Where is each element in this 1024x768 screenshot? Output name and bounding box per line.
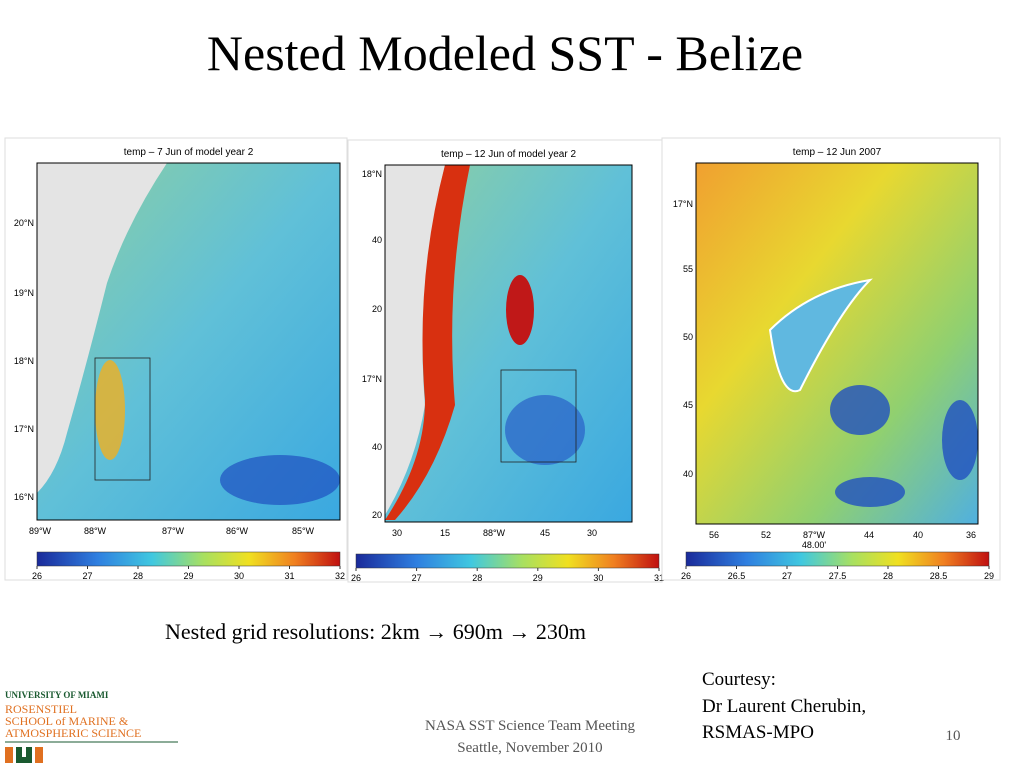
cool-patch [830, 385, 890, 435]
colorbar-label: 29 [533, 573, 543, 583]
colorbar-label: 28 [883, 571, 893, 581]
lat-label: 16°N [14, 492, 34, 502]
footer: NASA SST Science Team Meeting [425, 718, 636, 734]
logo-mark [35, 747, 43, 763]
lat-label: 55 [683, 264, 693, 274]
lon-label: 88°W [84, 526, 107, 536]
lon-label: 86°W [226, 526, 249, 536]
nest-box [94, 357, 151, 481]
lon-label: 87°W [162, 526, 185, 536]
lon-label: 30 [587, 528, 597, 538]
colorbar [36, 551, 341, 567]
logo-text: ROSENSTIEL [5, 702, 77, 716]
cool-patch [835, 477, 905, 507]
lon-label: 44 [864, 530, 874, 540]
colorbar-label: 26.5 [728, 571, 746, 581]
lon-label: 45 [540, 528, 550, 538]
lat-label: 20°N [14, 218, 34, 228]
logo-text: ATMOSPHERIC SCIENCE [5, 726, 141, 740]
map-border [695, 162, 979, 525]
colorbar-label: 26 [32, 571, 42, 581]
lat-label: 18°N [362, 169, 382, 179]
lon-label: 30 [392, 528, 402, 538]
lon-label: 36 [966, 530, 976, 540]
warm-patch [95, 360, 125, 460]
lon-label: 52 [761, 530, 771, 540]
courtesy: Dr Laurent Cherubin, [702, 696, 866, 717]
colorbar-label: 30 [593, 573, 603, 583]
colorbar-label: 31 [654, 573, 664, 583]
colorbar-label: 28 [472, 573, 482, 583]
lat-label: 19°N [14, 288, 34, 298]
map-border [36, 162, 341, 521]
footer: Seattle, November 2010 [457, 740, 602, 756]
lat-label: 50 [683, 332, 693, 342]
colorbar-label: 27 [782, 571, 792, 581]
colorbar [355, 553, 660, 569]
courtesy: Courtesy: [702, 669, 776, 690]
nest-box [500, 369, 577, 463]
lat-label: 40 [372, 442, 382, 452]
map-panel: temp – 12 Jun of model year 2 18°N 40 20 17°… [347, 139, 664, 583]
lon-label: 15 [440, 528, 450, 538]
slide-title: Nested Modeled SST - Belize [207, 25, 803, 81]
colorbar [685, 551, 990, 567]
courtesy: RSMAS-MPO [702, 722, 814, 743]
lon-label: 89°W [29, 526, 52, 536]
colorbar-label: 26 [681, 571, 691, 581]
colorbar-label: 27 [82, 571, 92, 581]
map-image [696, 163, 978, 524]
lon-label: 56 [709, 530, 719, 540]
lat-label: 40 [683, 469, 693, 479]
colorbar-label: 29 [183, 571, 193, 581]
lat-label: 17°N [673, 199, 693, 209]
caption: Nested grid resolutions: 2km → 690m → 23… [165, 619, 586, 644]
cool-patch [220, 455, 340, 505]
colorbar-label: 31 [284, 571, 294, 581]
logo-mark [5, 747, 13, 763]
land [385, 165, 445, 515]
colorbar-label: 30 [234, 571, 244, 581]
page-number: 10 [946, 728, 961, 744]
colorbar-label: 28.5 [930, 571, 948, 581]
lon-label: 85°W [292, 526, 315, 536]
warm-patch [506, 275, 534, 345]
panel-title: temp – 7 Jun of model year 2 [124, 147, 254, 158]
colorbar-label: 28 [133, 571, 143, 581]
map-panel: temp – 12 Jun 2007 17°N 55 50 45 40 56 52 87°W 44… [661, 137, 1001, 581]
lat-label: 17°N [14, 424, 34, 434]
colorbar-label: 26 [351, 573, 361, 583]
colorbar-label: 29 [984, 571, 994, 581]
lon-note: 48.00' [802, 540, 827, 550]
lat-label: 20 [372, 304, 382, 314]
logo-mark [16, 747, 32, 763]
logo-text: SCHOOL of MARINE & [5, 714, 129, 728]
logo: UNIVERSITY OF MIAMI ROSENSTIEL SCHOOL of… [5, 690, 178, 763]
colorbar-label: 27.5 [829, 571, 847, 581]
map-panel: temp – 7 Jun of model year 2 20°N 19°N 18°N… [4, 137, 348, 581]
colorbar-label: 32 [335, 571, 345, 581]
panel-title: temp – 12 Jun 2007 [793, 147, 882, 158]
panels: temp – 7 Jun of model year 2 20°N 19°N 18°N… [4, 137, 1001, 583]
land [37, 163, 167, 493]
lat-label: 40 [372, 235, 382, 245]
cool-patch [942, 400, 978, 480]
lat-label: 18°N [14, 356, 34, 366]
logo-text: UNIVERSITY OF MIAMI [5, 690, 109, 700]
map-border [384, 164, 633, 523]
panel-title: temp – 12 Jun of model year 2 [441, 149, 577, 160]
lat-label: 17°N [362, 374, 382, 384]
reef [768, 278, 873, 393]
lat-label: 45 [683, 400, 693, 410]
colorbar-label: 27 [412, 573, 422, 583]
lon-label: 88°W [483, 528, 506, 538]
lat-label: 20 [372, 510, 382, 520]
lon-label: 87°W [803, 530, 826, 540]
lon-label: 40 [913, 530, 923, 540]
cool-patch [505, 395, 585, 465]
warm-coast [385, 165, 470, 520]
